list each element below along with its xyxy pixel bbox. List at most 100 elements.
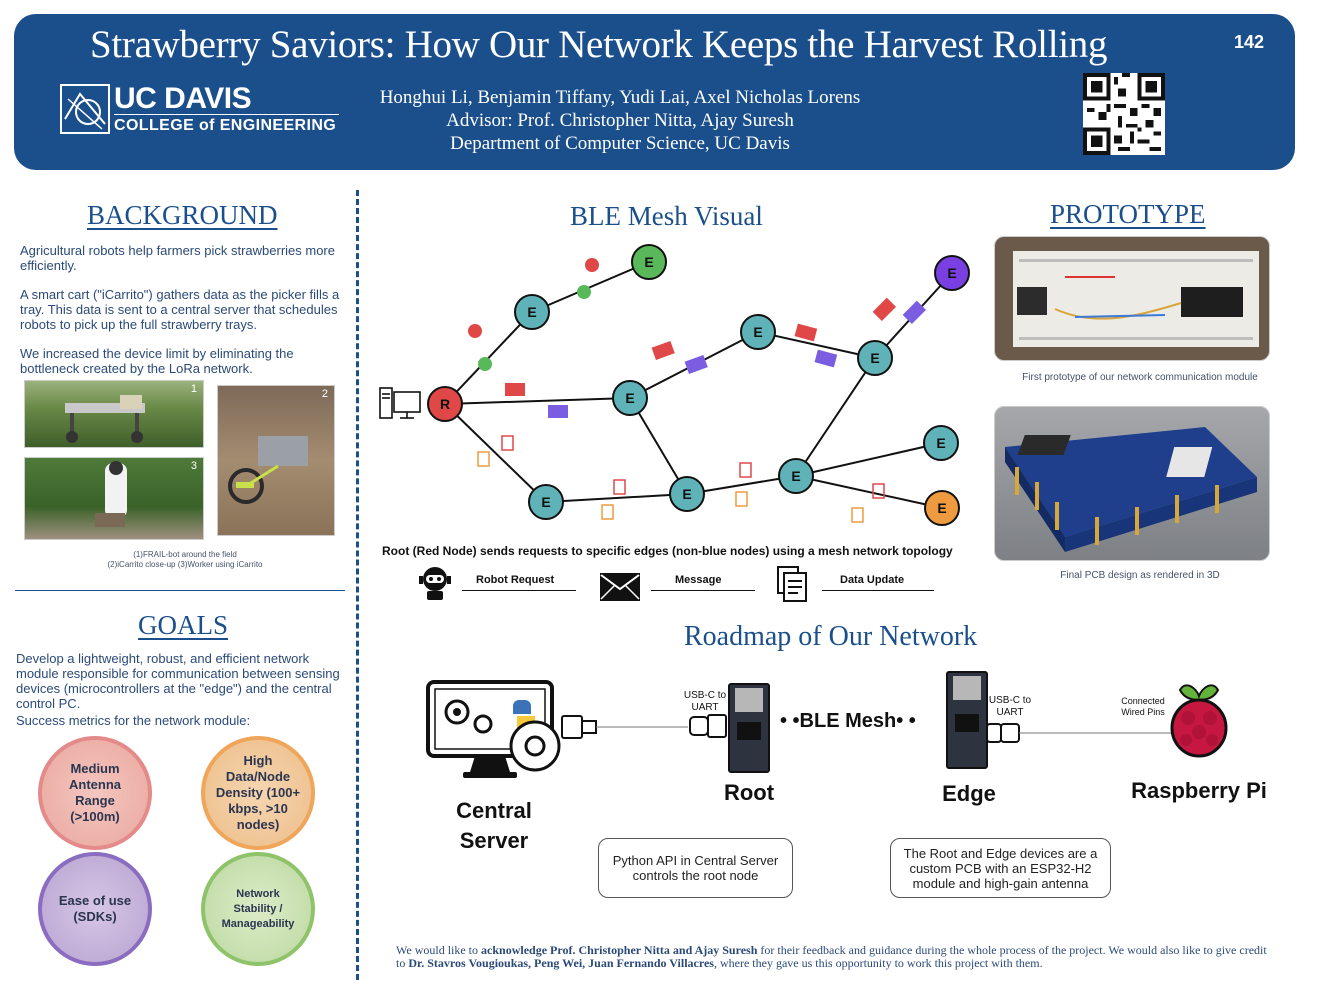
edge-node-orange xyxy=(924,490,960,526)
goals-paragraph-1: Develop a lightweight, robust, and effic… xyxy=(16,651,340,711)
edge-node-purple xyxy=(934,255,970,291)
envelope-icon xyxy=(505,383,525,396)
envelope-icon xyxy=(684,354,708,374)
logo-divider xyxy=(114,114,339,115)
roadmap-title: Roadmap of Our Network xyxy=(684,621,978,652)
ack-text-a: We would like to xyxy=(396,943,482,957)
computer-icon xyxy=(379,387,421,419)
mesh-link xyxy=(444,403,547,503)
prototype-caption-2: Final PCB design as rendered in 3D xyxy=(1060,570,1220,581)
note-python-api: Python API in Central Server controls th… xyxy=(598,838,793,898)
photo-caption-line-2: (2)iCarrito close-up (3)Worker using iCa… xyxy=(107,560,263,569)
mesh-title: BLE Mesh Visual xyxy=(570,201,763,231)
edge-node xyxy=(740,314,776,350)
raspberry-pi-icon xyxy=(1170,684,1228,758)
edge-node-green xyxy=(631,244,667,280)
ack-text-b: for their feedback and guidance during t… xyxy=(396,943,1267,970)
ack-bold-b: Dr. Stavros Vougioukas, Peng Wei, Juan F… xyxy=(408,956,714,970)
header-banner xyxy=(14,14,1295,170)
metric-data-density: High Data/Node Density (100+ kbps, >10 n… xyxy=(201,736,315,850)
edge-label: Edge xyxy=(942,781,996,806)
ack-bold-a: acknowledge Prof. Christopher Nitta and … xyxy=(481,943,758,957)
document-icon xyxy=(777,566,807,602)
legend-data-update: Data Update xyxy=(822,574,934,591)
mesh-nodes xyxy=(427,244,970,526)
edge-node xyxy=(528,484,564,520)
root-board-icon xyxy=(728,683,770,773)
mesh-link xyxy=(531,261,650,313)
document-icon xyxy=(601,504,614,520)
edge-node-label: E xyxy=(682,486,691,502)
metric-data-density-label: High Data/Node Density (100+ kbps, >10 n… xyxy=(215,753,301,832)
legend-robot-request: Robot Request xyxy=(462,574,576,591)
column-divider xyxy=(356,190,359,980)
metric-antenna-range: Medium Antenna Range (>100m) xyxy=(38,736,152,850)
ble-mesh-label: • •BLE Mesh• • xyxy=(780,710,916,732)
wired-pins-label: Connected Wired Pins xyxy=(1121,696,1165,717)
background-text: Agricultural robots help farmers pick st… xyxy=(20,243,340,376)
usb-c-to-pins-cable-icon xyxy=(986,723,1171,743)
photo-caption: (1)FRAIL-bot around the field (2)iCarrit… xyxy=(60,550,310,570)
ack-text-c: , where they gave us this opportunity to… xyxy=(713,956,1043,970)
background-title: BACKGROUND xyxy=(87,200,278,230)
central-server-label: Central Server xyxy=(456,798,532,853)
central-server-computer-icon xyxy=(426,680,561,778)
prototype-title: PROTOTYPE xyxy=(1050,199,1206,229)
pcb-render-image xyxy=(1005,427,1257,552)
edge-board-icon xyxy=(946,671,988,769)
edge-node xyxy=(923,425,959,461)
document-icon xyxy=(477,451,490,467)
metric-network-stability-label: Network Stability / Manageability xyxy=(221,887,295,930)
mesh-diagram: R E E E E E E E E E E E xyxy=(379,244,970,526)
envelope-icon xyxy=(651,340,675,360)
legend-message: Message xyxy=(651,574,755,591)
edge-node xyxy=(669,476,705,512)
document-icon xyxy=(851,507,864,523)
document-icon xyxy=(501,435,514,451)
goals-title: GOALS xyxy=(138,610,229,640)
worker-image xyxy=(95,461,127,527)
edge-node-label: E xyxy=(936,435,945,451)
edge-node-label: E xyxy=(541,494,550,510)
edge-node xyxy=(778,458,814,494)
background-paragraph-2: A smart cart ("iCarrito") gathers data a… xyxy=(20,287,340,332)
edge-node-label: E xyxy=(753,324,762,340)
metric-network-stability: Network Stability / Manageability xyxy=(201,852,315,966)
logo-uc-text: UC DAVIS xyxy=(114,82,252,115)
photo-breadboard xyxy=(994,236,1270,361)
mesh-links xyxy=(444,261,953,509)
photo-frail-bot: 1 xyxy=(24,380,204,448)
poster-title: Strawberry Saviors: How Our Network Keep… xyxy=(90,23,1108,66)
photo-worker: 3 xyxy=(24,457,204,540)
edge-node-label: E xyxy=(791,468,800,484)
photo-number-3: 3 xyxy=(190,460,197,472)
raspberry-pi-label: Raspberry Pi xyxy=(1131,778,1267,803)
breadboard-image xyxy=(1013,251,1259,347)
goals-paragraph-2: Success metrics for the network module: xyxy=(16,713,251,728)
usb-c-plug-icon xyxy=(689,714,727,738)
photo-pcb-render xyxy=(994,406,1270,561)
document-icon xyxy=(872,483,885,499)
root-label: Root xyxy=(723,780,775,805)
metric-ease-of-use: Ease of use (SDKs) xyxy=(38,852,152,966)
advisor: Advisor: Prof. Christopher Nitta, Ajay S… xyxy=(446,110,794,131)
photo-number-1: 1 xyxy=(190,383,197,395)
edge-node-label: E xyxy=(527,304,536,320)
photo-icarrito: 2 xyxy=(217,385,335,536)
mesh-link xyxy=(444,397,631,405)
root-node xyxy=(427,386,463,422)
goals-text: Develop a lightweight, robust, and effic… xyxy=(16,651,348,728)
mesh-link xyxy=(795,442,942,477)
envelope-icon xyxy=(794,323,818,342)
edge-node-label: E xyxy=(870,350,879,366)
frail-bot-image xyxy=(65,395,145,443)
edge-node xyxy=(612,380,648,416)
root-node-label: R xyxy=(440,396,450,412)
icarrito-image xyxy=(228,436,308,504)
department: Department of Computer Science, UC Davis xyxy=(450,133,790,154)
photo-number-2: 2 xyxy=(321,388,328,400)
document-icon xyxy=(735,491,748,507)
qr-code-icon[interactable] xyxy=(1083,73,1165,155)
mesh-packet-icons xyxy=(468,258,927,523)
mesh-link xyxy=(795,357,876,477)
